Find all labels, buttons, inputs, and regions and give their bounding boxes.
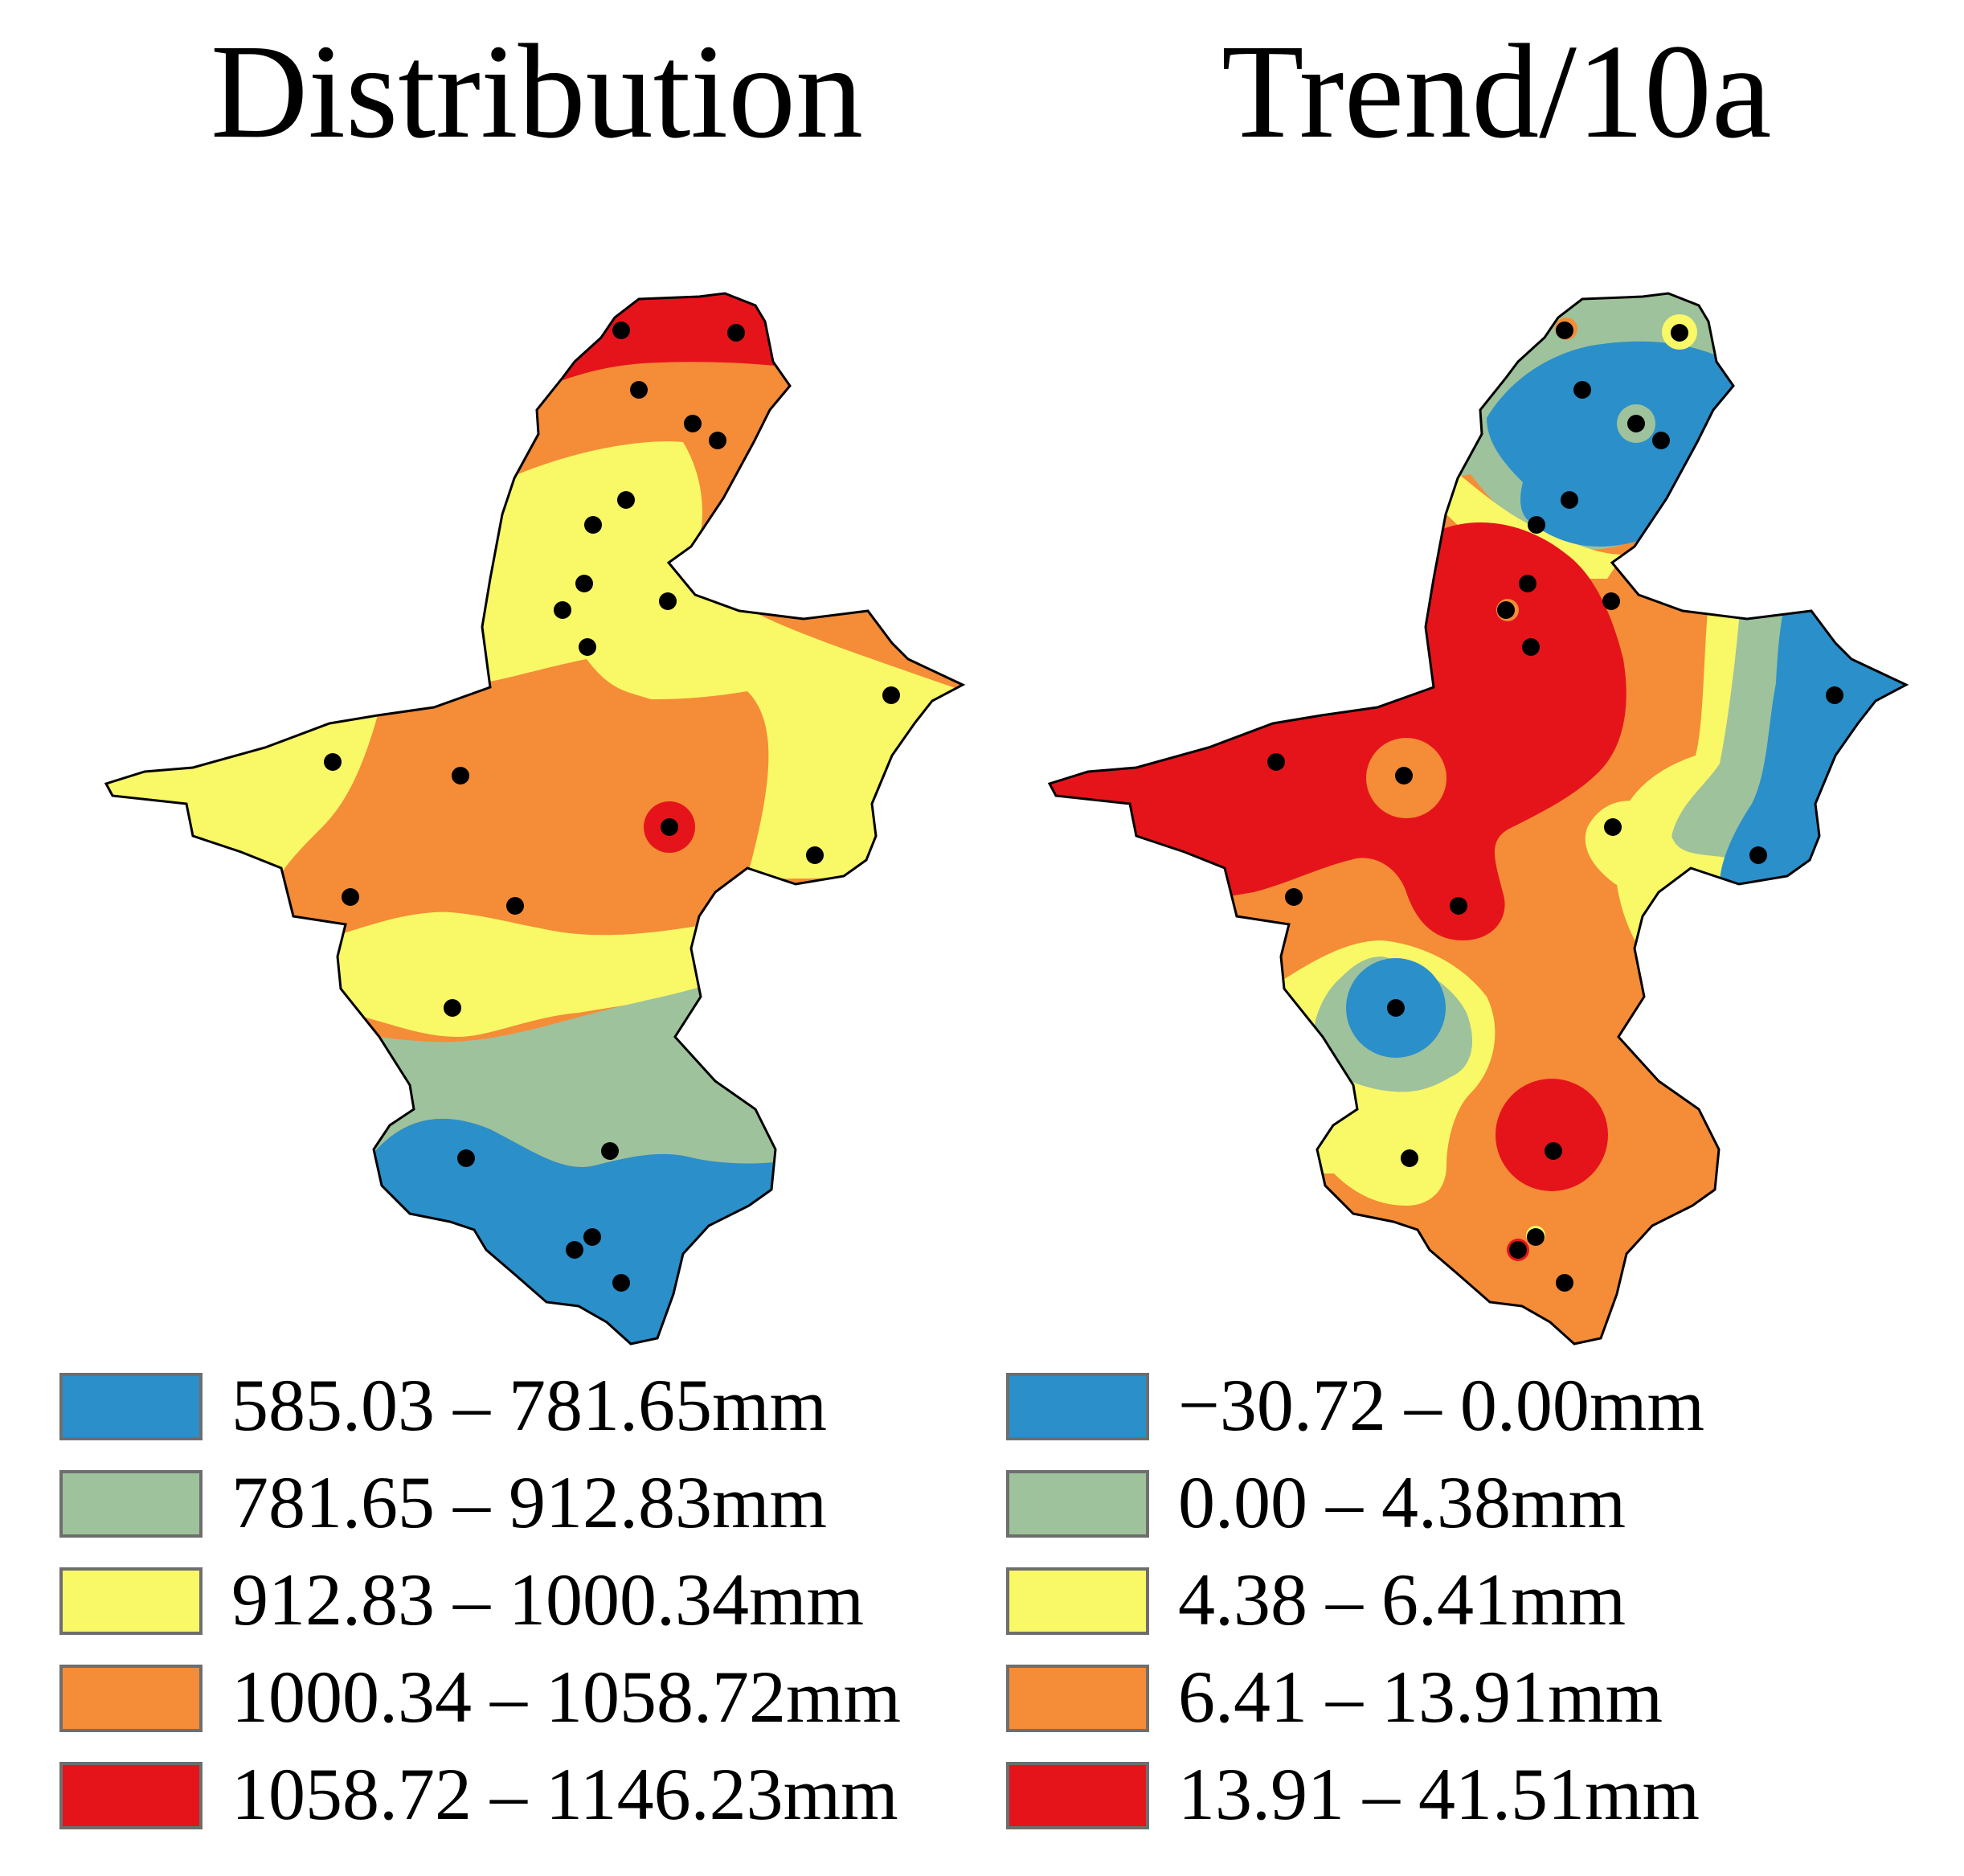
dist-yellow-south — [281, 911, 723, 1037]
legend-label: 781.65 – 912.83mm — [231, 1461, 828, 1543]
trend-stations — [1267, 322, 1843, 1292]
trend-title: Trend/10a — [1221, 17, 1772, 166]
station-dot — [1527, 1228, 1545, 1246]
station-dot — [554, 601, 571, 619]
station-dot — [1522, 638, 1540, 656]
legend-swatch — [59, 1470, 203, 1538]
station-dot — [566, 1241, 583, 1259]
station-dot — [324, 753, 342, 771]
legend-swatch — [1006, 1665, 1149, 1732]
station-dot — [617, 491, 635, 509]
station-dot — [1561, 491, 1578, 509]
dist-north-red — [522, 293, 844, 386]
station-dot — [1509, 1241, 1527, 1259]
station-dot — [1671, 324, 1688, 342]
station-dot — [1519, 575, 1536, 592]
station-dot — [630, 381, 648, 399]
station-dot — [1387, 999, 1405, 1017]
station-dot — [506, 897, 524, 915]
legend-label: 1000.34 – 1058.72mm — [231, 1656, 902, 1738]
legend-swatch — [59, 1762, 203, 1829]
distribution-title: Distribution — [211, 17, 864, 166]
station-dot — [452, 767, 469, 784]
trend-map — [1048, 292, 1908, 1346]
station-dot — [1545, 1142, 1562, 1160]
station-dot — [1401, 1149, 1418, 1167]
legend-swatch — [1006, 1762, 1149, 1829]
station-dot — [659, 592, 677, 610]
station-dot — [579, 638, 596, 656]
legend-label: 13.91 – 41.51mm — [1178, 1753, 1700, 1835]
station-dot — [575, 575, 593, 592]
station-dot — [1749, 846, 1767, 864]
legend-swatch — [59, 1373, 203, 1440]
legend-swatch — [1006, 1373, 1149, 1440]
station-dot — [612, 322, 630, 339]
station-dot — [584, 516, 602, 534]
station-dot — [709, 432, 726, 449]
station-dot — [806, 846, 824, 864]
station-dot — [1573, 381, 1591, 399]
station-dot — [1826, 686, 1843, 704]
legend-label: 6.41 – 13.91mm — [1178, 1656, 1663, 1738]
station-dot — [1528, 516, 1545, 534]
station-dot — [1267, 753, 1285, 771]
station-dot — [882, 686, 900, 704]
station-dot — [727, 324, 745, 342]
station-dot — [1556, 322, 1573, 339]
station-dot — [444, 999, 461, 1017]
legend-label: 1058.72 – 1146.23mm — [231, 1753, 898, 1835]
legend-swatch — [1006, 1567, 1149, 1635]
legend-label: 4.38 – 6.41mm — [1178, 1559, 1626, 1640]
station-dot — [1556, 1274, 1573, 1292]
dist-stations — [324, 322, 900, 1292]
legend-label: 912.83 – 1000.34mm — [231, 1559, 865, 1640]
station-dot — [612, 1274, 630, 1292]
station-dot — [1627, 415, 1645, 432]
legend-swatch — [59, 1665, 203, 1732]
station-dot — [1450, 897, 1467, 915]
legend-label: 0.00 – 4.38mm — [1178, 1461, 1626, 1543]
station-dot — [684, 415, 702, 432]
legend-swatch — [1006, 1470, 1149, 1538]
distribution-map — [104, 292, 964, 1346]
trend-red-south — [1496, 1079, 1608, 1191]
station-dot — [342, 888, 359, 906]
legend-swatch — [59, 1567, 203, 1635]
station-dot — [583, 1228, 601, 1246]
legend-label: −30.72 – 0.00mm — [1178, 1364, 1705, 1446]
station-dot — [1285, 888, 1303, 906]
station-dot — [661, 818, 678, 836]
station-dot — [1497, 601, 1515, 619]
trend-red-west — [1050, 522, 1626, 940]
station-dot — [1395, 767, 1413, 784]
station-dot — [1652, 432, 1670, 449]
station-dot — [601, 1142, 619, 1160]
trend-north-yellow — [1438, 458, 1623, 579]
legend-label: 585.03 – 781.65mm — [231, 1364, 828, 1446]
station-dot — [1602, 592, 1620, 610]
station-dot — [457, 1149, 475, 1167]
dist-yellow-middle — [482, 441, 963, 892]
station-dot — [1604, 818, 1622, 836]
